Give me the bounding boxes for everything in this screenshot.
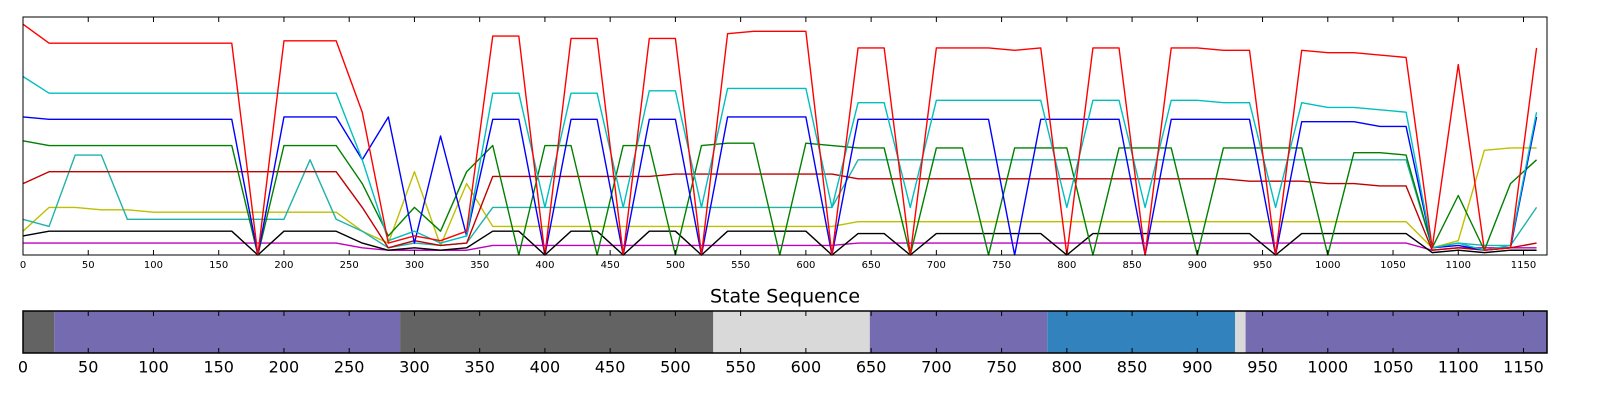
x-tick-label: 450 [595,358,626,377]
x-tick-label: 800 [1057,260,1076,271]
x-tick-label: 650 [862,260,881,271]
x-tick-label: 0 [18,358,28,377]
series-line [22,75,1538,251]
x-tick-label: 1050 [1373,358,1414,377]
x-tick-label: 950 [1253,260,1272,271]
x-tick-label: 1100 [1438,358,1479,377]
series-line [22,154,1538,249]
series-line [22,23,1538,256]
x-tick-label: 250 [334,358,365,377]
x-tick-label: 1000 [1315,260,1340,271]
x-tick-label: 600 [796,260,815,271]
x-tick-label: 50 [82,260,95,271]
state-segment [400,311,714,353]
series-line [23,242,1537,251]
x-tick-label: 650 [856,358,887,377]
x-tick-label: 500 [666,260,685,271]
series-line [22,140,1538,256]
state-segment [869,311,1048,353]
x-tick-label: 600 [791,358,822,377]
series-line [22,147,1537,249]
x-tick-label: 300 [405,260,424,271]
x-tick-label: 100 [138,358,169,377]
x-tick-label: 800 [1052,358,1083,377]
x-tick-label: 550 [725,358,756,377]
x-tick-label: 250 [340,260,359,271]
x-tick-label: 150 [209,260,228,271]
chart-title: State Sequence [710,286,860,308]
x-tick-label: 0 [20,260,26,271]
x-tick-label: 200 [274,260,293,271]
x-tick-label: 1150 [1503,358,1544,377]
state-segment [713,311,870,353]
state-segment [54,311,401,353]
x-tick-label: 400 [535,260,554,271]
series-line [22,116,1538,256]
x-tick-label: 900 [1188,260,1207,271]
state-segment [1245,311,1547,353]
x-tick-label: 150 [203,358,234,377]
x-tick-label: 450 [601,260,620,271]
x-tick-label: 1000 [1307,358,1348,377]
x-tick-label: 1150 [1511,260,1536,271]
x-tick-label: 200 [269,358,300,377]
x-tick-label: 700 [921,358,952,377]
series-line [22,230,1537,256]
series-line [22,171,1537,251]
state-segment [23,311,55,353]
x-tick-label: 350 [464,358,495,377]
x-tick-label: 300 [399,358,430,377]
x-tick-label: 850 [1123,260,1142,271]
x-tick-label: 700 [927,260,946,271]
x-tick-label: 1050 [1380,260,1405,271]
x-tick-label: 750 [992,260,1011,271]
x-tick-label: 350 [470,260,489,271]
state-segment [1235,311,1246,353]
x-tick-label: 50 [78,358,98,377]
x-tick-label: 500 [660,358,691,377]
plot-frame [22,310,1548,354]
x-tick-label: 550 [731,260,750,271]
x-tick-label: 850 [1117,358,1148,377]
x-tick-label: 1100 [1446,260,1471,271]
x-tick-label: 400 [530,358,561,377]
x-tick-label: 950 [1247,358,1278,377]
state-segment [1047,311,1236,353]
x-tick-label: 100 [144,260,163,271]
x-tick-label: 900 [1182,358,1213,377]
x-tick-label: 750 [986,358,1017,377]
plot-frame [22,16,1548,256]
